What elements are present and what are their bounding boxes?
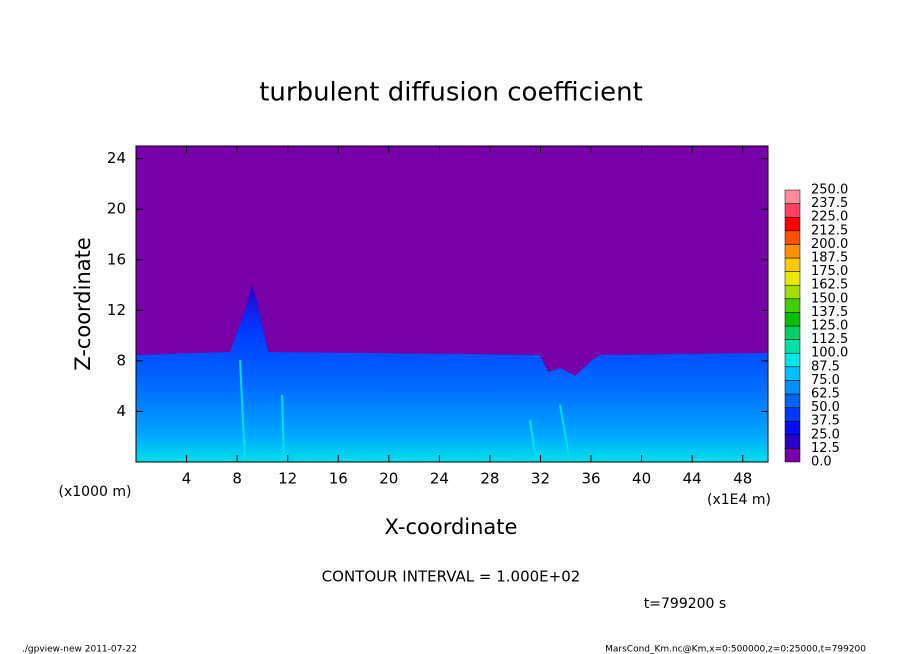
colorbar-box bbox=[784, 407, 801, 422]
plot-frame bbox=[135, 145, 769, 463]
colorbar-box bbox=[784, 271, 801, 286]
colorbar-label: 162.5 bbox=[811, 278, 848, 293]
y-axis-label: Z-coordinate bbox=[71, 237, 95, 371]
x-tick-label: 20 bbox=[379, 470, 398, 488]
colorbar-box bbox=[784, 352, 801, 368]
colorbar-label: 25.0 bbox=[811, 427, 840, 442]
x-tick-label: 16 bbox=[329, 470, 348, 488]
colorbar-label: 137.5 bbox=[811, 305, 848, 320]
field bbox=[136, 146, 768, 463]
colorbar-label: 237.5 bbox=[811, 196, 848, 211]
colorbar-box bbox=[784, 420, 801, 436]
colorbar-box bbox=[784, 203, 801, 218]
x-tick-label: 4 bbox=[182, 470, 192, 488]
y-tick-label: 4 bbox=[116, 402, 126, 420]
x-unit: (x1000 m) bbox=[59, 484, 132, 500]
colorbar-label: 75.0 bbox=[811, 373, 840, 388]
x-tick-label: 12 bbox=[278, 470, 297, 488]
colorbar-box bbox=[784, 257, 801, 272]
colorbar-label: 200.0 bbox=[811, 237, 848, 252]
colorbar-label: 12.5 bbox=[811, 441, 840, 456]
colorbar-box bbox=[784, 284, 801, 300]
x-tick-label: 40 bbox=[632, 470, 651, 488]
colorbar-box bbox=[784, 434, 801, 449]
footer: ./gpview-new 2011-07-22 bbox=[22, 645, 137, 654]
y-tick-label: 16 bbox=[107, 250, 126, 268]
colorbar-box bbox=[784, 244, 801, 259]
y-tick-label: 8 bbox=[116, 351, 126, 369]
colorbar-label: 112.5 bbox=[811, 332, 848, 347]
colorbar-label: 87.5 bbox=[811, 359, 840, 374]
footer: MarsCond_Km.nc@Km,x=0:500000,z=0:25000,t… bbox=[605, 645, 866, 654]
y-tick-label: 12 bbox=[107, 301, 126, 319]
x-tick-label: 44 bbox=[683, 470, 702, 488]
time-label: t=799200 s bbox=[644, 596, 726, 612]
contour-interval: CONTOUR INTERVAL = 1.000E+02 bbox=[322, 568, 581, 586]
colorbar-label: 50.0 bbox=[811, 400, 840, 415]
colorbar-label: 150.0 bbox=[811, 291, 848, 306]
colorbar-label: 175.0 bbox=[811, 264, 848, 279]
colorbar-box bbox=[784, 189, 801, 204]
y-tick-label: 24 bbox=[107, 149, 126, 167]
colorbar-box bbox=[784, 366, 801, 381]
colorbar-label: 187.5 bbox=[811, 251, 848, 266]
colorbar-box bbox=[784, 393, 801, 408]
x-tick-label: 28 bbox=[480, 470, 499, 488]
colorbar-label: 125.0 bbox=[811, 319, 848, 334]
colorbar-box bbox=[784, 448, 801, 463]
colorbar-label: 0.0 bbox=[811, 455, 832, 470]
colorbar-label: 62.5 bbox=[811, 387, 840, 402]
colorbar-box bbox=[784, 312, 801, 327]
x-tick-label: 8 bbox=[232, 470, 242, 488]
colorbar-box bbox=[784, 216, 801, 232]
colorbar-box bbox=[784, 380, 801, 395]
colorbar-label: 100.0 bbox=[811, 346, 848, 361]
x-tick-label: 48 bbox=[733, 470, 752, 488]
colorbar-box bbox=[784, 325, 801, 340]
y-tick-label: 20 bbox=[107, 200, 126, 218]
chart-title: turbulent diffusion coefficient bbox=[259, 78, 643, 108]
colorbar-label: 37.5 bbox=[811, 414, 840, 429]
colorbar-label: 225.0 bbox=[811, 210, 848, 225]
x-tick-label: 32 bbox=[531, 470, 550, 488]
x-unit: (x1E4 m) bbox=[707, 492, 771, 508]
colorbar-label: 250.0 bbox=[811, 183, 848, 198]
x-tick-label: 36 bbox=[581, 470, 600, 488]
colorbar-box bbox=[784, 339, 801, 354]
colorbar-box bbox=[784, 230, 801, 245]
x-axis-label: X-coordinate bbox=[385, 515, 518, 539]
colorbar-box bbox=[784, 298, 801, 313]
x-tick-label: 24 bbox=[430, 470, 449, 488]
colorbar-label: 212.5 bbox=[811, 223, 848, 238]
